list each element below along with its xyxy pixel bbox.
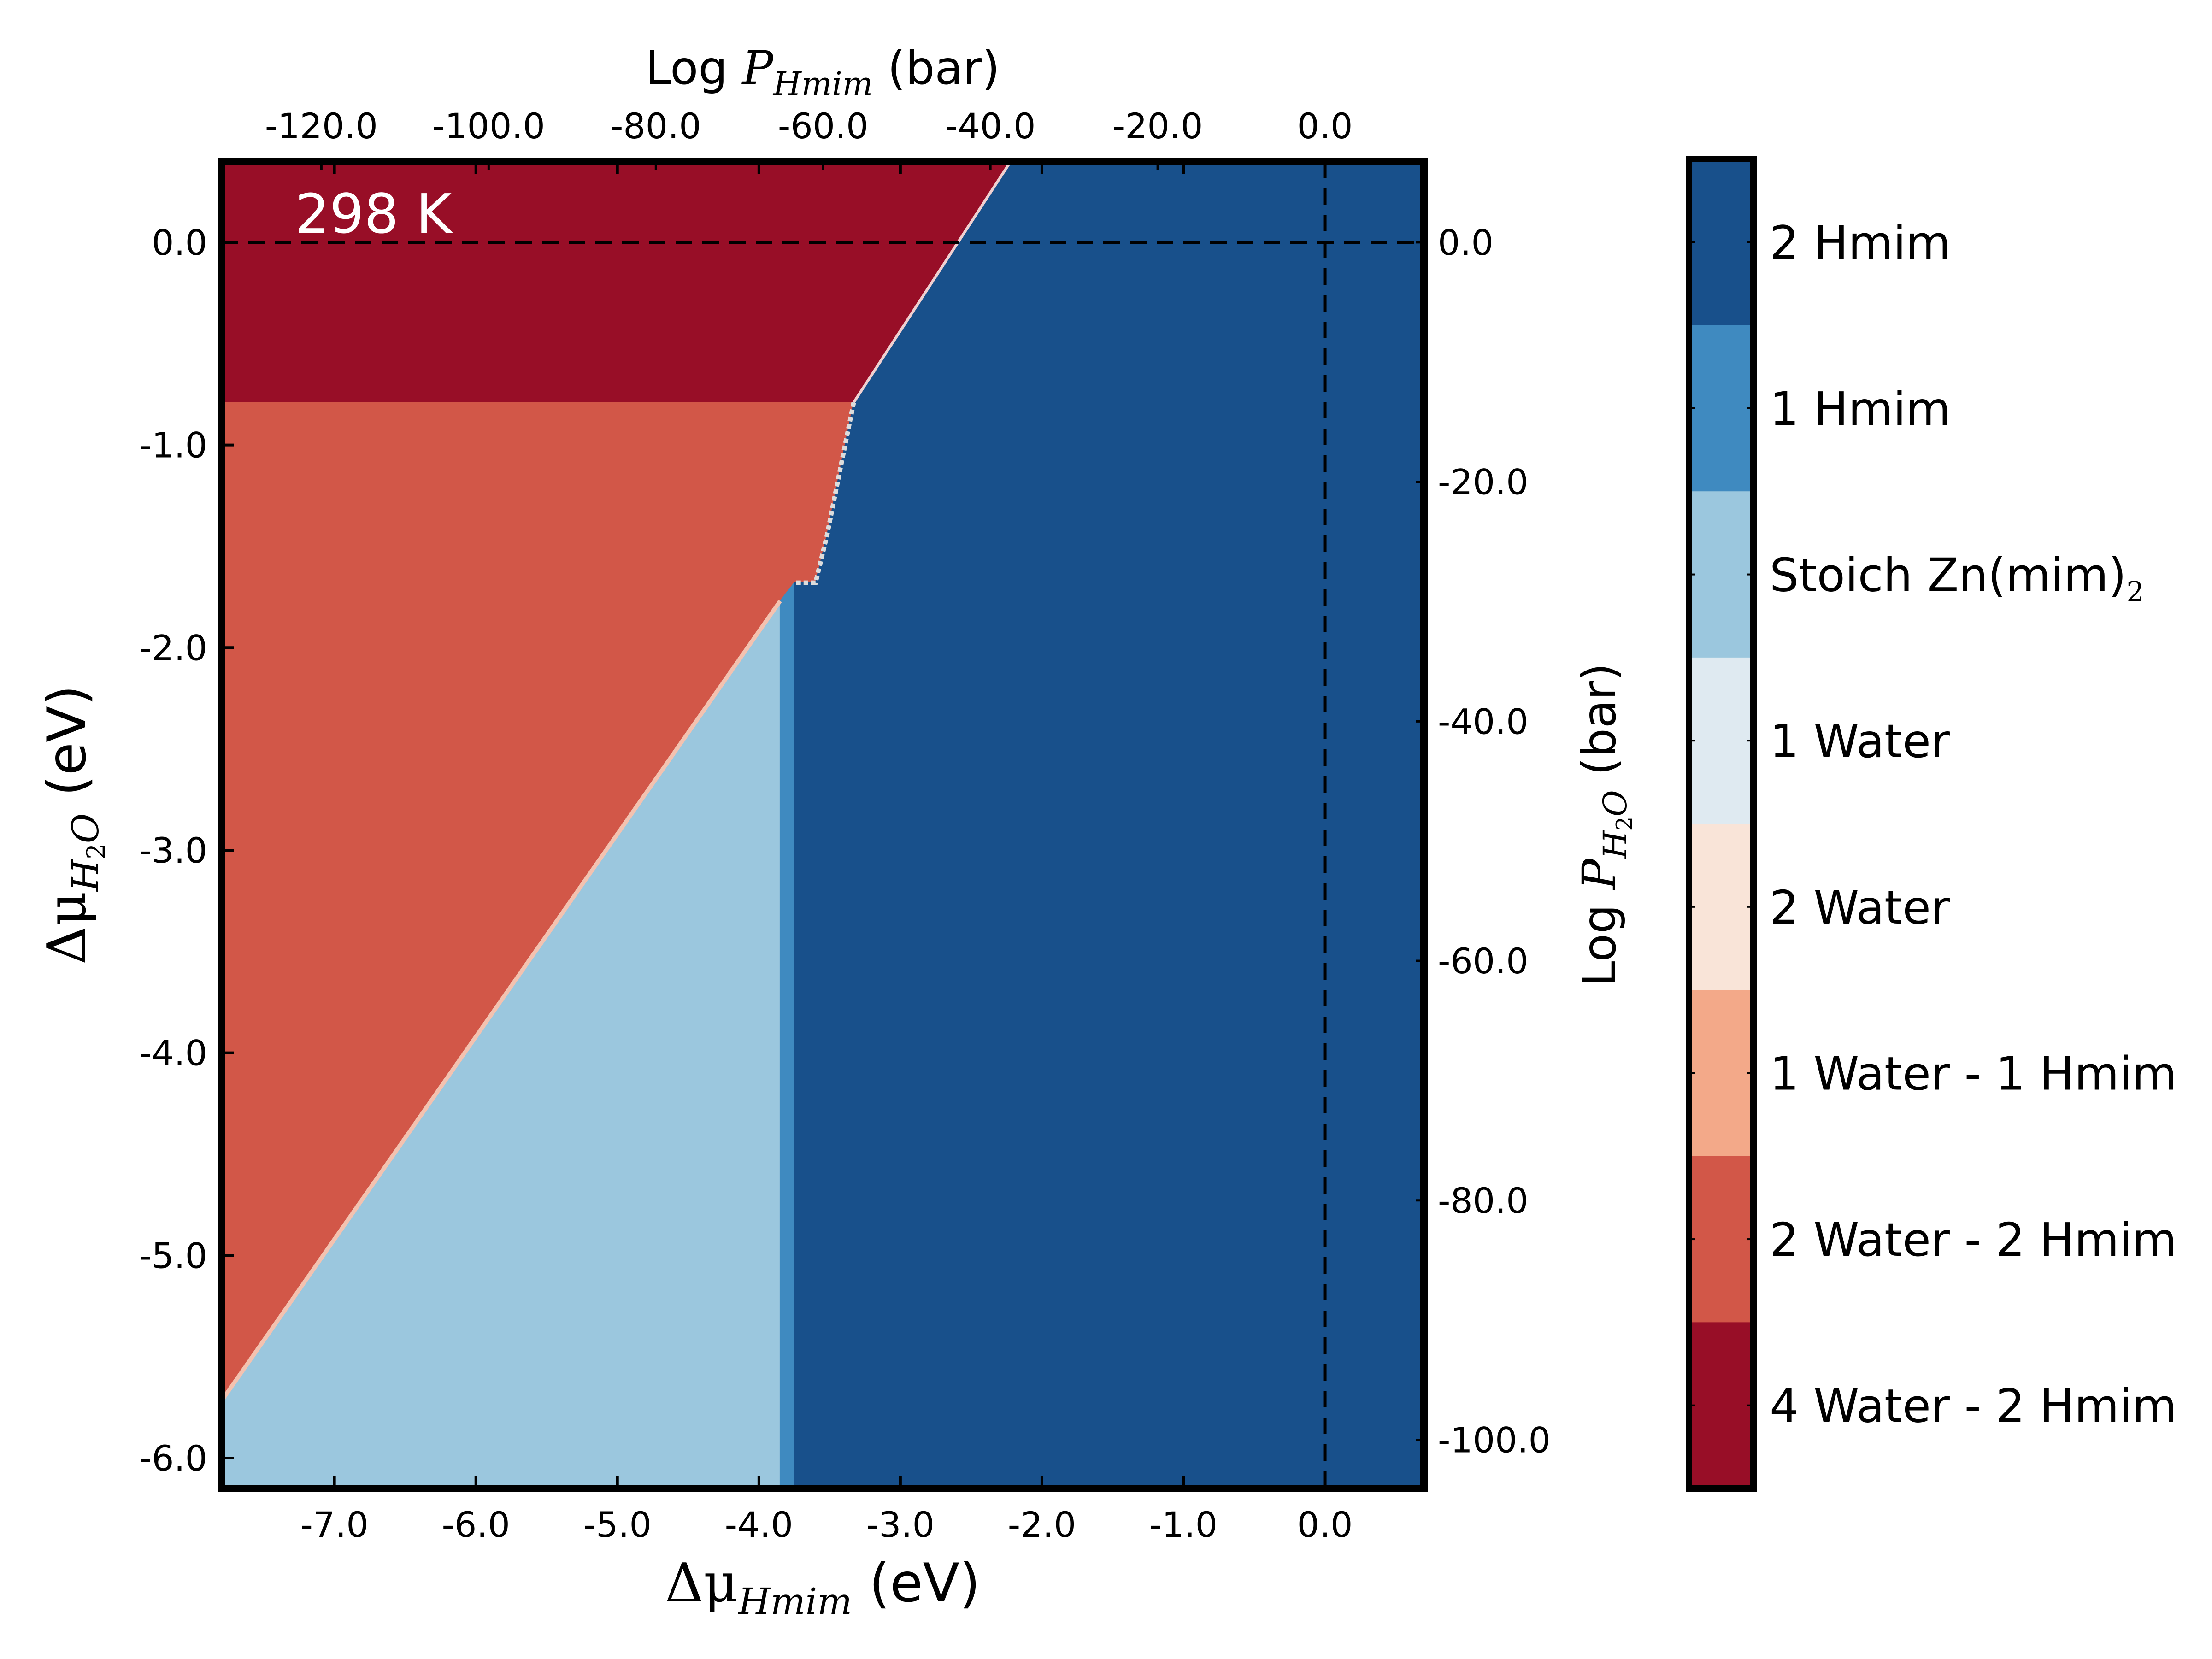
- colorbar-label-text: 1 Water: [1770, 714, 1950, 768]
- boundary-line-upper: [853, 160, 1012, 403]
- y-tick-label: -5.0: [139, 1235, 207, 1276]
- colorbar-swatch-1-water-1-hmim: [1689, 990, 1753, 1157]
- top-tick-label: -100.0: [432, 106, 545, 147]
- right-axis-label-unit: (bar): [1572, 663, 1626, 790]
- top-axis-label-symbol: P: [741, 41, 774, 95]
- right-axis-label-subscript-tail: O: [1596, 790, 1634, 817]
- top-tick-label: -60.0: [778, 106, 869, 147]
- colorbar: 2 Hmim 1 Hmim Stoich Zn(mim)2 1 Water 2 Wate…: [1686, 156, 2177, 1492]
- colorbar-label-text: Stoich Zn(mim): [1770, 548, 2126, 602]
- y-axis-label-subscript: H: [64, 858, 107, 892]
- region-1-hmim: [779, 581, 795, 1489]
- right-axis-label-symbol: P: [1572, 858, 1626, 891]
- colorbar-label-text: 2 Water - 2 Hmim: [1770, 1213, 2177, 1267]
- colorbar-frame: [1686, 156, 1757, 1492]
- x-tick-label: -6.0: [442, 1504, 510, 1545]
- y-axis-label-subscript-tail: O: [64, 813, 107, 844]
- y-tick-label: -2.0: [139, 627, 207, 668]
- top-tick-label: -120.0: [265, 106, 378, 147]
- y-tick-label: -4.0: [139, 1033, 207, 1074]
- colorbar-swatch-2-water-2-hmim: [1689, 1156, 1753, 1323]
- colorbar-label: 1 Hmim: [1770, 382, 1951, 436]
- y-axis-label-symbol: Δμ: [36, 891, 98, 965]
- temperature-annotation: 298 K: [295, 182, 453, 246]
- y-tick-label: -3.0: [139, 830, 207, 871]
- colorbar-swatch-stoich-zn-mim: [1689, 491, 1753, 658]
- top-tick-label: -40.0: [945, 106, 1036, 147]
- colorbar-label-text: 2 Water: [1770, 881, 1950, 935]
- x-tick-label: -2.0: [1008, 1504, 1076, 1545]
- colorbar-label-text: 4 Water - 2 Hmim: [1770, 1379, 2177, 1433]
- x-tick-label: -5.0: [583, 1504, 652, 1545]
- colorbar-label: Stoich Zn(mim)2: [1770, 548, 2144, 608]
- y-tick-label: -6.0: [139, 1438, 207, 1479]
- x-axis-label-subscript: Hmim: [737, 1580, 852, 1623]
- colorbar-label: 2 Hmim: [1770, 216, 1951, 270]
- bottom-axis-ticks: -7.0 -6.0 -5.0 -4.0 -3.0 -2.0 -1.0 0.0: [300, 161, 1353, 1545]
- colorbar-label-subscript: 2: [2126, 576, 2144, 608]
- colorbar-swatch-1-hmim: [1689, 325, 1753, 492]
- top-axis-label: Log PHmim (bar): [645, 41, 1000, 103]
- top-tick-label: -20.0: [1112, 106, 1203, 147]
- colorbar-swatch-4-water-2-hmim: [1689, 1322, 1753, 1489]
- right-tick-label: -40.0: [1438, 701, 1529, 742]
- x-tick-label: -1.0: [1149, 1504, 1218, 1545]
- top-axis-label-subscript: Hmim: [772, 65, 873, 103]
- right-axis-label-subscript: H: [1596, 830, 1634, 859]
- right-axis-label: Log PH2O (bar): [1572, 663, 1637, 987]
- phase-regions: [219, 160, 1424, 1489]
- right-axis-label-prefix: Log: [1572, 890, 1626, 987]
- top-tick-label: 0.0: [1297, 106, 1353, 147]
- colorbar-label: 2 Water: [1770, 881, 1950, 935]
- boundary-line-middle: [794, 402, 856, 585]
- region-2-hmim: [794, 161, 1424, 1489]
- colorbar-swatch-1-water: [1689, 657, 1753, 824]
- colorbar-swatch-2-hmim: [1689, 159, 1753, 326]
- colorbar-label-text: 2 Hmim: [1770, 216, 1951, 270]
- boundary-line-lower: [219, 600, 782, 1403]
- reference-lines: [221, 161, 1424, 1488]
- colorbar-label-text: 1 Hmim: [1770, 382, 1951, 436]
- x-tick-label: 0.0: [1297, 1504, 1353, 1545]
- top-axis-label-unit: (bar): [873, 41, 1000, 95]
- right-tick-label: -60.0: [1438, 941, 1529, 982]
- y-tick-label: -1.0: [139, 425, 207, 466]
- x-tick-label: -4.0: [725, 1504, 793, 1545]
- top-axis-label-prefix: Log: [645, 41, 742, 95]
- left-axis-ticks: 0.0 -1.0 -2.0 -3.0 -4.0 -5.0 -6.0: [139, 222, 234, 1479]
- colorbar-label-text: 1 Water - 1 Hmim: [1770, 1047, 2177, 1100]
- colorbar-label: 2 Water - 2 Hmim: [1770, 1213, 2177, 1267]
- right-tick-label: -100.0: [1438, 1419, 1551, 1460]
- y-axis-label-subscript-digit: 2: [82, 843, 111, 859]
- x-axis-label-unit: (eV): [852, 1552, 980, 1614]
- top-axis-ticks: -120.0 -100.0 -80.0 -60.0 -40.0 -20.0 0.0: [265, 106, 1353, 170]
- x-axis-label: ΔμHmim (eV): [665, 1552, 980, 1623]
- right-axis-ticks: 0.0 -20.0 -40.0 -60.0 -80.0 -100.0: [1416, 222, 1551, 1460]
- y-axis-label: ΔμH2O (eV): [36, 685, 111, 965]
- y-tick-label: 0.0: [152, 222, 207, 263]
- right-tick-label: 0.0: [1438, 222, 1494, 263]
- colorbar-label: 1 Water - 1 Hmim: [1770, 1047, 2177, 1100]
- x-tick-label: -7.0: [300, 1504, 368, 1545]
- right-tick-label: -80.0: [1438, 1180, 1529, 1221]
- right-axis-label-subscript-digit: 2: [1612, 817, 1637, 831]
- x-tick-label: -3.0: [866, 1504, 935, 1545]
- colorbar-label: 1 Water: [1770, 714, 1950, 768]
- y-axis-label-unit: (eV): [36, 685, 98, 813]
- colorbar-label: 4 Water - 2 Hmim: [1770, 1379, 2177, 1433]
- x-axis-label-symbol: Δμ: [665, 1552, 738, 1614]
- top-tick-label: -80.0: [611, 106, 701, 147]
- right-tick-label: -20.0: [1438, 462, 1529, 503]
- colorbar-swatch-2-water: [1689, 824, 1753, 991]
